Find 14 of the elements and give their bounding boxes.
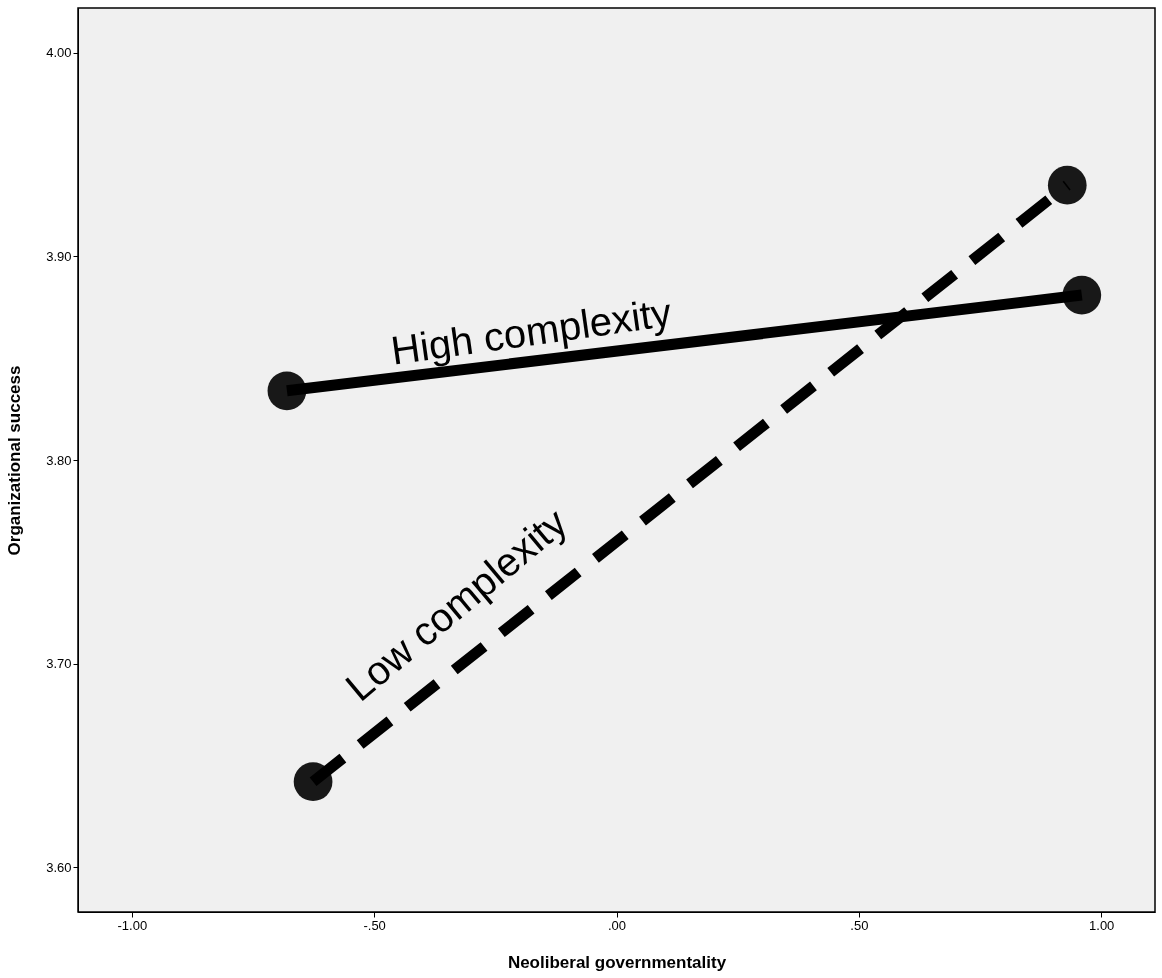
y-tick-label: 3.60 xyxy=(46,859,72,875)
y-tick-label: 4.00 xyxy=(46,45,72,61)
x-axis-title: Neoliberal governmentality xyxy=(507,952,727,972)
x-tick-label: -.50 xyxy=(363,917,386,933)
x-tick-label: .50 xyxy=(850,917,869,933)
text: High complexity xyxy=(388,289,675,373)
y-tick-label: 3.80 xyxy=(46,452,72,468)
y-axis-title: Organizational success xyxy=(5,365,25,556)
y-tick-label: 3.70 xyxy=(46,656,72,672)
y-tick-label: 3.90 xyxy=(46,248,72,264)
point xyxy=(1047,165,1087,205)
x-tick-label: .00 xyxy=(607,917,627,933)
x-tick-label: 1.00 xyxy=(1089,917,1115,933)
x-tick-label: -1.00 xyxy=(117,917,148,933)
